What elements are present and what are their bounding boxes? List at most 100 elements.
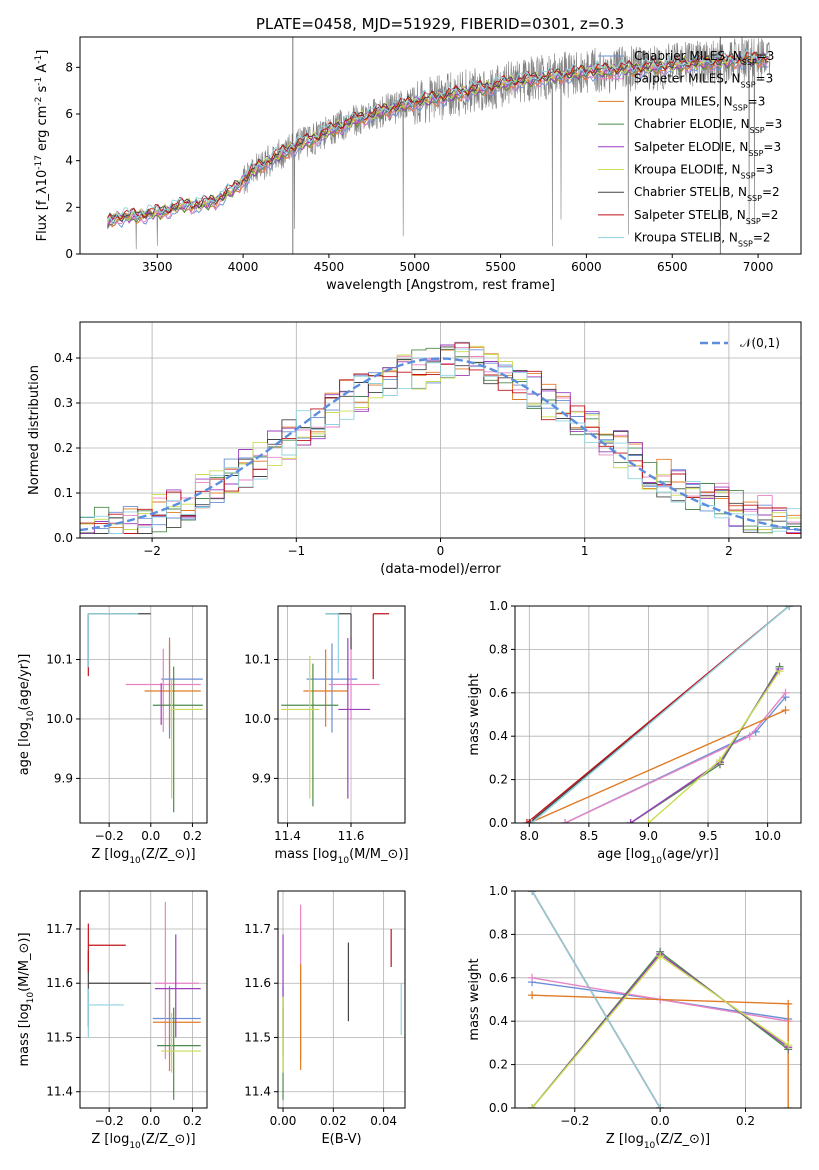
y-tick-label: 11.5 <box>244 1030 271 1044</box>
x-tick-label: 0.04 <box>370 1114 397 1128</box>
y-axis-label: mass [log10(M/M_⊙)] <box>17 932 36 1066</box>
y-axis-label: mass weight <box>467 673 482 755</box>
x-axis-label: Z [log10(Z/Z_⊙)] <box>91 1132 195 1151</box>
axes-frame <box>79 605 208 824</box>
weight-line <box>531 891 661 1108</box>
y-tick-label: 10.1 <box>244 653 271 667</box>
x-tick-label: 7000 <box>743 260 774 274</box>
legend-label: Salpeter STELIB, NSSP=2 <box>634 208 778 226</box>
y-tick-label: 0.6 <box>489 971 508 985</box>
y-axis-label: mass weight <box>467 958 482 1040</box>
legend-label: Kroupa STELIB, NSSP=2 <box>634 231 771 249</box>
weight-marker <box>781 688 790 697</box>
y-tick-label: 4 <box>65 154 73 168</box>
x-axis-label: mass [log10(M/M_⊙)] <box>274 847 408 866</box>
y-tick-label: 10.1 <box>46 653 73 667</box>
y-tick-label: 0.1 <box>54 486 73 500</box>
plot-area <box>80 341 801 534</box>
plot-area <box>87 901 201 1100</box>
x-tick-label: −2 <box>143 544 161 558</box>
y-tick-label: 6 <box>65 107 73 121</box>
x-axis-label: age [log10(age/yr)] <box>597 847 719 866</box>
x-axis-label: (data-model)/error <box>380 562 501 577</box>
plot-age-vs-Z: −0.2 0.0 0.2 9.9 10.0 10.1 Z [log10(Z/Z_⊙)] age… <box>17 605 208 866</box>
x-tick-label: 0.0 <box>651 1114 670 1128</box>
plots-group: 3500 4000 4500 5000 5500 6000 6500 7000 0 2 4 6 8 wav… <box>17 36 802 1151</box>
y-axis-label: Normed distribution <box>27 365 42 495</box>
y-axis-label: Flux [f_λ10-17 erg cm-2 s-1 A-1] <box>34 50 50 242</box>
axes-frame <box>514 605 802 824</box>
legend-label: 𝒩(0,1) <box>740 336 780 350</box>
plot-residuals: −2 −1 0 1 2 0.0 0.1 0.2 0.3 0.4 (data-model)/error… <box>27 321 802 577</box>
plot-area <box>107 37 771 254</box>
x-tick-label: 4500 <box>314 260 345 274</box>
weight-marker <box>561 819 570 823</box>
x-tick-label: 11.6 <box>338 829 365 843</box>
x-tick-label: 4000 <box>228 260 259 274</box>
x-tick-label: 0.00 <box>270 1114 297 1128</box>
normal-curve <box>80 357 801 532</box>
plot-area <box>528 891 793 1108</box>
weight-marker <box>785 606 794 610</box>
weight-marker <box>528 991 537 1000</box>
y-tick-label: 1.0 <box>489 599 508 613</box>
y-tick-label: 11.4 <box>46 1085 73 1099</box>
x-tick-label: 5500 <box>485 260 516 274</box>
x-tick-label: −0.2 <box>95 829 124 843</box>
y-tick-label: 0 <box>65 247 73 261</box>
plot-age-vs-mass: 11.4 11.6 9.9 10.0 10.1 mass [log10(M/M_⊙)] <box>244 605 409 866</box>
x-tick-label: 0.0 <box>141 1114 160 1128</box>
y-tick-label: 11.4 <box>244 1085 271 1099</box>
y-tick-label: 9.9 <box>54 771 73 785</box>
plot-area <box>282 904 402 1100</box>
x-tick-label: 0.2 <box>183 1114 202 1128</box>
y-tick-label: 1.0 <box>489 884 508 898</box>
axes-frame <box>277 605 406 824</box>
weight-marker <box>784 999 793 1008</box>
spectrum-legend: Chabrier MILES, NSSP=3 Salpeter MILES, NS… <box>598 49 782 248</box>
x-tick-label: −0.2 <box>560 1114 589 1128</box>
x-tick-label: 9.0 <box>639 829 658 843</box>
y-tick-label: 11.7 <box>244 922 271 936</box>
x-tick-label: 0.02 <box>320 1114 347 1128</box>
weight-marker <box>528 891 537 895</box>
x-tick-label: 6500 <box>657 260 688 274</box>
y-tick-label: 0.0 <box>489 816 508 830</box>
axes-frame <box>79 36 802 255</box>
x-tick-label: 8.5 <box>579 829 598 843</box>
weight-marker <box>715 756 724 765</box>
histogram-step <box>80 348 801 534</box>
y-tick-label: 0.3 <box>54 396 73 410</box>
x-tick-label: 1 <box>581 544 589 558</box>
y-tick-label: 0.2 <box>489 1058 508 1072</box>
weight-marker <box>784 1104 793 1108</box>
y-tick-label: 0.2 <box>489 773 508 787</box>
y-tick-label: 8 <box>65 60 73 74</box>
histogram-step <box>80 345 801 531</box>
y-tick-label: 9.9 <box>252 771 271 785</box>
y-tick-label: 0.0 <box>489 1101 508 1115</box>
x-tick-label: 3500 <box>142 260 173 274</box>
y-tick-label: 0.0 <box>54 531 73 545</box>
x-tick-label: 5000 <box>399 260 430 274</box>
plot-mass-weight-vs-Z: −0.2 0.0 0.2 0.0 0.2 0.4 0.6 0.8 1.0 Z [log10(Z/Z… <box>467 884 802 1151</box>
weight-marker <box>656 952 665 961</box>
y-tick-label: 0.8 <box>489 927 508 941</box>
x-tick-label: 0 <box>437 544 445 558</box>
legend-label: Kroupa MILES, NSSP=3 <box>634 94 765 112</box>
x-tick-label: 0.0 <box>141 829 160 843</box>
y-tick-label: 0.4 <box>54 351 73 365</box>
plot-area <box>281 613 390 807</box>
figure-title: PLATE=0458, MJD=51929, FIBERID=0301, z=0… <box>256 15 624 33</box>
legend-label: Salpeter ELODIE, NSSP=3 <box>634 140 781 158</box>
weight-line <box>648 670 781 823</box>
x-tick-label: 2 <box>725 544 733 558</box>
y-tick-label: 0.4 <box>489 1014 508 1028</box>
y-tick-label: 10.0 <box>244 712 271 726</box>
weight-marker <box>644 819 653 823</box>
y-tick-label: 11.6 <box>46 976 73 990</box>
y-tick-label: 0.4 <box>489 729 508 743</box>
model-line <box>107 49 769 222</box>
axes-frame <box>79 890 208 1109</box>
x-axis-label: E(B-V) <box>321 1132 361 1147</box>
